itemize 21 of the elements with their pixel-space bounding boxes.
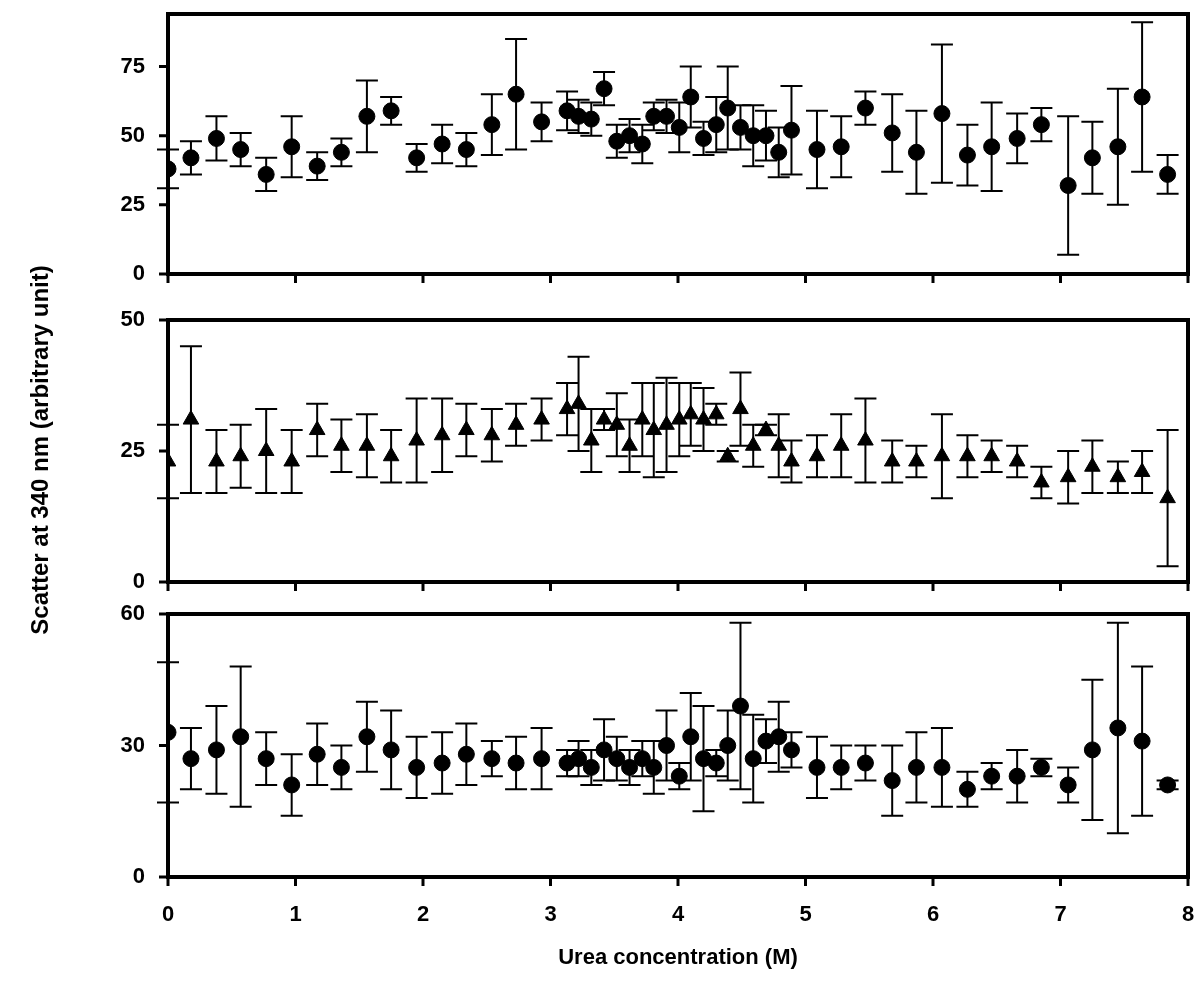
x-tick-label: 6 bbox=[926, 901, 940, 927]
x-tick-label: 1 bbox=[289, 901, 302, 927]
y-tick-label: 50 bbox=[120, 121, 145, 147]
y-axis-title: Scatter at 340 nm (arbitrary unit) bbox=[26, 265, 54, 635]
x-tick-label: 8 bbox=[1181, 901, 1195, 927]
y-tick-label: 0 bbox=[132, 568, 145, 594]
y-tick-label: 75 bbox=[120, 52, 145, 78]
x-tick-label: 7 bbox=[1054, 901, 1067, 927]
y-tick-label: 60 bbox=[120, 600, 145, 626]
y-tick-label: 0 bbox=[132, 260, 145, 286]
y-tick-label: 25 bbox=[120, 190, 145, 216]
x-tick-label: 3 bbox=[544, 901, 557, 927]
y-tick-label: 30 bbox=[120, 731, 145, 757]
y-tick-label: 50 bbox=[120, 306, 145, 332]
y-tick-label: 25 bbox=[120, 437, 145, 463]
x-tick-label: 5 bbox=[799, 901, 812, 927]
x-tick-label: 0 bbox=[161, 901, 175, 927]
y-tick-label: 0 bbox=[132, 863, 145, 889]
x-axis-title: Urea concentration (M) bbox=[558, 943, 798, 969]
x-tick-label: 4 bbox=[671, 901, 685, 927]
x-tick-label: 2 bbox=[416, 901, 430, 927]
